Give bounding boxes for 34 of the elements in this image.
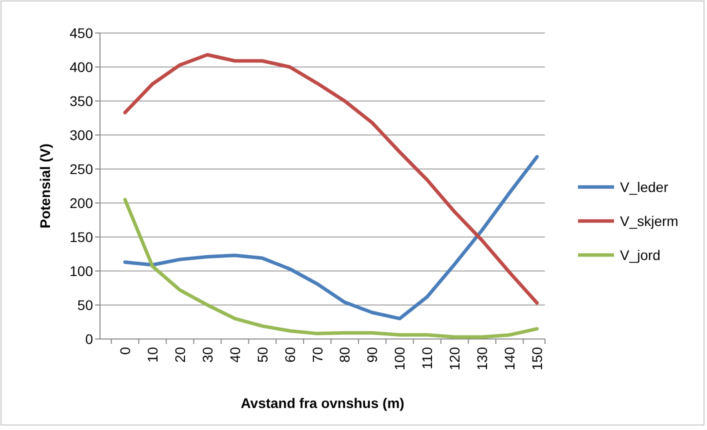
y-tick-label: 300: [70, 126, 94, 143]
x-tick-label: 100: [392, 346, 408, 370]
x-tick-label: 60: [282, 346, 298, 363]
x-tick-label: 40: [226, 346, 243, 363]
x-tick-label: 90: [364, 346, 380, 363]
y-tick-label: 200: [70, 194, 94, 211]
x-tick-label: 80: [336, 346, 353, 363]
x-tick-label: 30: [199, 346, 216, 363]
x-tick-label: 120: [446, 346, 463, 370]
y-tick-label: 100: [70, 262, 94, 279]
x-tick-label: 20: [172, 346, 188, 363]
x-tick-label: 150: [529, 346, 545, 370]
x-tick-label: 10: [144, 346, 160, 363]
y-axis-title: Potensial (V): [37, 144, 53, 228]
x-tick-label: 50: [254, 346, 270, 363]
x-axis-title: Avstand fra ovnshus (m): [240, 395, 404, 411]
y-tick-label: 400: [70, 58, 94, 75]
line-series: [123, 198, 539, 339]
y-tick-label: 150: [70, 228, 94, 245]
legend-label: V_leder: [620, 178, 669, 195]
y-tick-label: 450: [70, 24, 94, 41]
x-tick-label: 140: [502, 346, 518, 370]
x-tick-label: 0: [117, 346, 133, 355]
y-tick-label: 350: [70, 92, 94, 109]
x-tick-label: 130: [474, 346, 490, 370]
x-tick-label: 110: [419, 346, 436, 370]
y-tick-label: 0: [85, 330, 94, 347]
x-tick-label: 70: [309, 346, 326, 363]
line-series: [123, 53, 539, 305]
y-tick-label: 250: [70, 160, 94, 177]
line-series: [123, 155, 539, 320]
legend-label: V_skjerm: [620, 212, 678, 229]
legend-label: V_jord: [620, 246, 660, 263]
y-tick-label: 50: [77, 296, 94, 313]
